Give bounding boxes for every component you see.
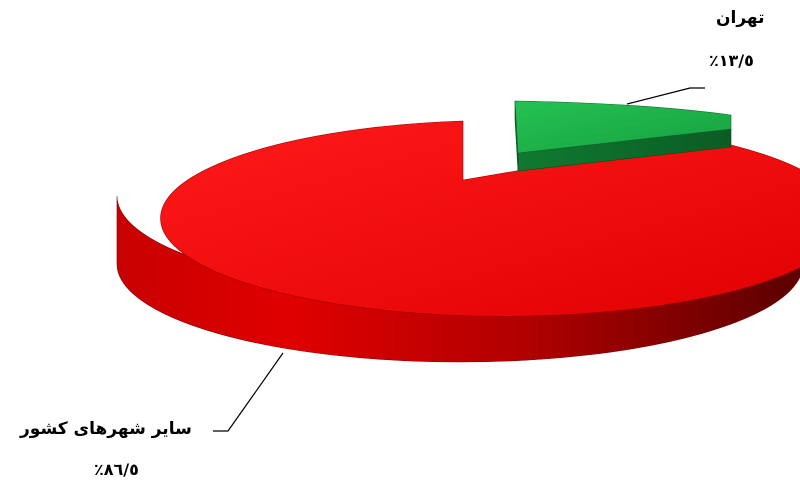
label-tehran-name: تهران — [716, 8, 765, 28]
slice-other-cities — [116, 120, 800, 363]
slice-tehran — [514, 100, 732, 172]
leader-line-other-cities — [213, 352, 284, 432]
leader-line-tehran — [626, 87, 705, 105]
slice-other-cities-top — [160, 120, 800, 317]
label-other-cities-value: ٨٦/٥٪ — [94, 460, 139, 479]
label-other-cities-name: ساير شهرهای كشور — [20, 419, 192, 439]
label-tehran-value: ١٣/٥٪ — [709, 51, 754, 70]
slice-tehran-top — [514, 100, 732, 154]
